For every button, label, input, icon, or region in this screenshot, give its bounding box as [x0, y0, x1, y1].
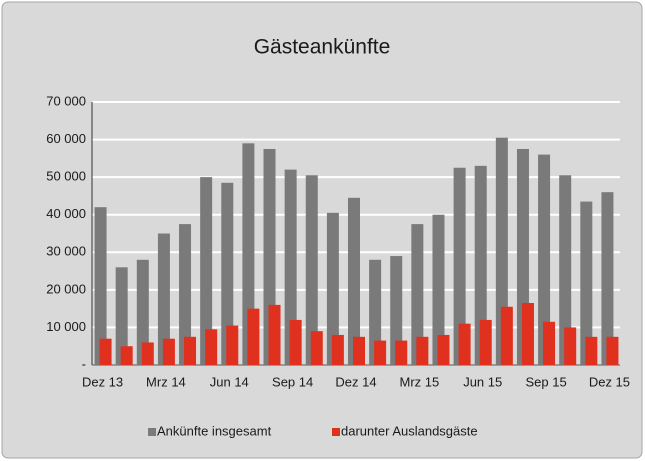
bar [437, 334, 450, 365]
bar [601, 192, 614, 365]
y-tick-label: 50 000 [46, 169, 86, 184]
bar [474, 165, 487, 365]
bar [247, 308, 260, 365]
bar [162, 338, 175, 365]
x-tick-label: Sep 14 [272, 374, 313, 389]
bar [94, 207, 107, 365]
bar [390, 256, 403, 365]
bar [99, 338, 112, 365]
bar [305, 175, 318, 365]
x-tick-label: Mrz 14 [146, 374, 186, 389]
bar [326, 212, 339, 365]
bar [221, 182, 234, 365]
bar [559, 175, 572, 365]
bar [416, 336, 429, 365]
bar [157, 233, 170, 365]
legend-swatch [148, 428, 156, 436]
x-tick-label: Dez 13 [82, 374, 123, 389]
bar [115, 267, 128, 365]
y-tick-label: 10 000 [46, 319, 86, 334]
bar [120, 346, 133, 365]
bar [564, 327, 577, 365]
bar [411, 224, 424, 365]
bar [585, 336, 598, 365]
bar [268, 304, 281, 365]
bar [289, 319, 302, 365]
bar [136, 259, 149, 365]
bar [374, 340, 387, 365]
y-tick-label: 60 000 [46, 131, 86, 146]
legend-label: Ankünfte insgesamt [157, 423, 272, 438]
bar [310, 331, 323, 365]
bar [538, 154, 551, 365]
bar [479, 319, 492, 365]
bar [184, 336, 197, 365]
bar [432, 214, 445, 365]
y-tick-label: 20 000 [46, 281, 86, 296]
y-tick-label: 70 000 [46, 93, 86, 108]
bar [453, 167, 466, 365]
bar [543, 321, 556, 365]
bar [331, 334, 344, 365]
bar [395, 340, 408, 365]
bar [580, 201, 593, 365]
bar [369, 259, 382, 365]
bar [179, 224, 192, 365]
bar [226, 325, 239, 365]
x-tick-label: Jun 15 [463, 374, 502, 389]
y-tick-label: - [82, 356, 86, 371]
x-tick-label: Mrz 15 [399, 374, 439, 389]
legend-swatch [332, 428, 340, 436]
x-tick-label: Dez 14 [335, 374, 376, 389]
legend-label: darunter Auslandsgäste [341, 423, 478, 438]
x-tick-label: Jun 14 [210, 374, 249, 389]
bar [500, 306, 513, 365]
bar [353, 336, 365, 365]
bar [205, 329, 218, 365]
chart-title: Gästeankünfte [254, 36, 391, 59]
bar [606, 336, 619, 365]
bar [284, 169, 297, 365]
bar [348, 197, 360, 365]
bar [200, 177, 213, 365]
bar [141, 342, 154, 365]
bar [521, 303, 534, 365]
x-tick-label: Dez 15 [589, 374, 630, 389]
y-tick-label: 30 000 [46, 244, 86, 259]
y-tick-label: 40 000 [46, 206, 86, 221]
bar [458, 323, 471, 365]
x-tick-label: Sep 15 [525, 374, 566, 389]
